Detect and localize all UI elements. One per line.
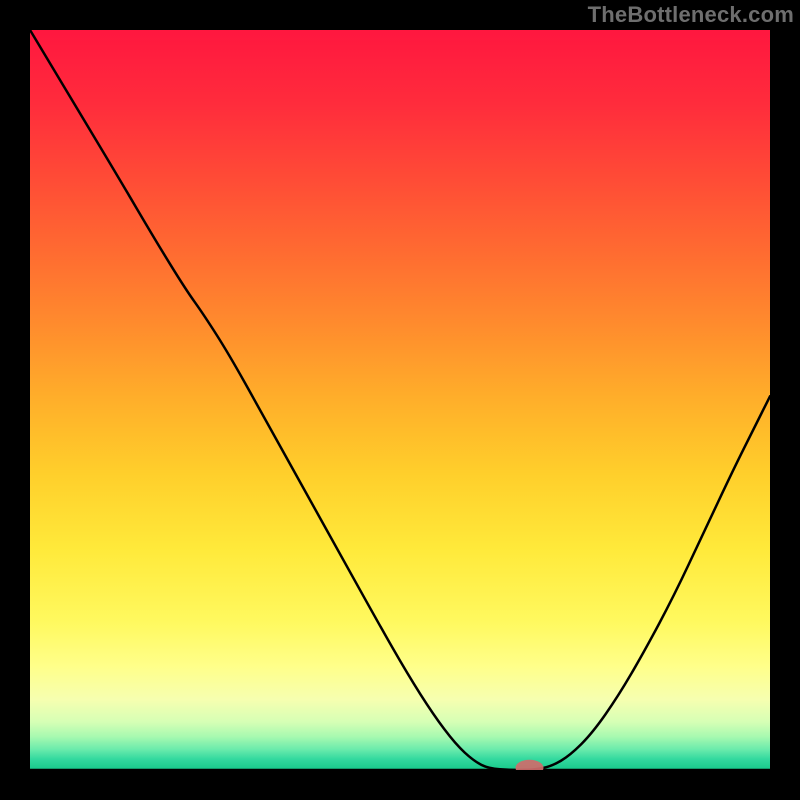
bottleneck-chart (0, 0, 800, 800)
optimal-marker (516, 760, 544, 776)
watermark-text: TheBottleneck.com (588, 2, 794, 28)
